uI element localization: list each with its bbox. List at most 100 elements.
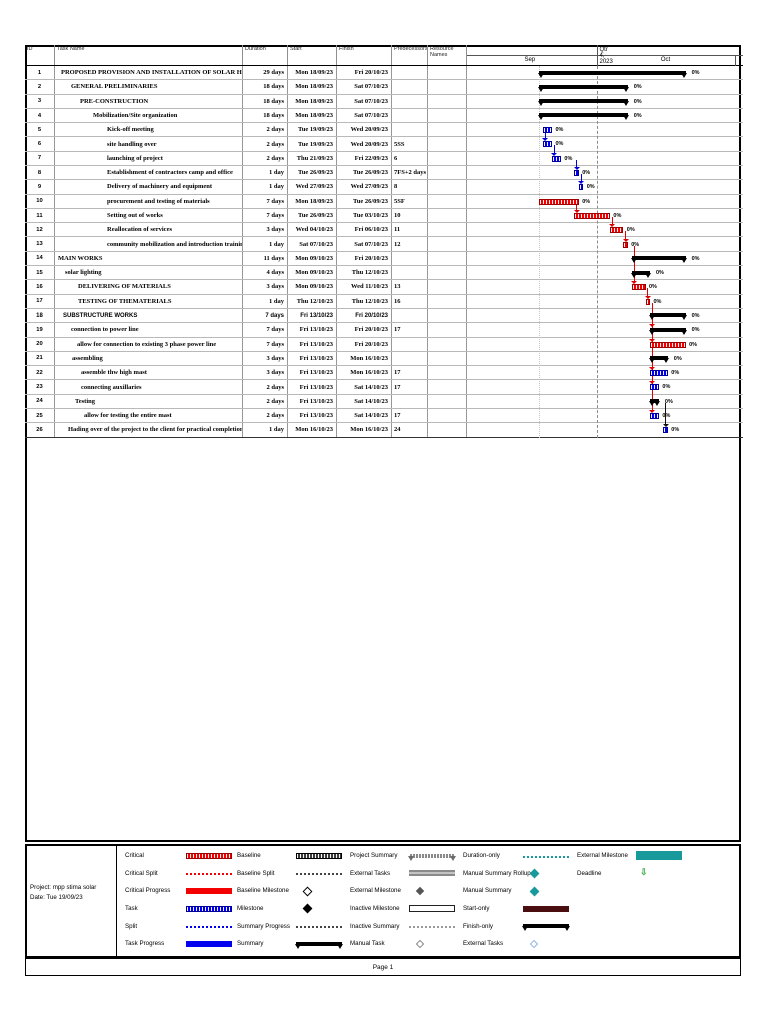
task-start-cell: Mon 09/10/23 <box>288 266 337 280</box>
task-predecessors-cell <box>392 123 428 137</box>
task-resource-cell <box>428 180 467 194</box>
task-name-cell: DELIVERING OF MATERIALS <box>55 280 243 294</box>
task-name-cell: Delivery of machinery and equipment <box>55 180 243 194</box>
task-id-cell: 16 <box>25 280 55 294</box>
task-start-cell: Mon 09/10/23 <box>288 280 337 294</box>
task-start-cell: Mon 18/09/23 <box>288 66 337 80</box>
task-chart-cell <box>467 223 743 236</box>
task-finish-cell: Fri 20/10/23 <box>337 66 392 80</box>
table-row: 19 connection to power line 7 days Fri 13/1… <box>25 323 743 338</box>
task-chart-cell <box>467 295 743 308</box>
task-start-cell: Wed 27/09/23 <box>288 180 337 194</box>
timeline-tick-nov <box>734 55 736 66</box>
task-id-cell: 18 <box>25 308 55 323</box>
task-start-cell: Fri 13/10/23 <box>288 380 337 394</box>
legend-swatch-solid-blue <box>186 940 232 947</box>
task-predecessors-cell: 7FS+2 days <box>392 166 428 180</box>
legend-label: Duration-only <box>463 852 500 860</box>
task-id-cell: 14 <box>25 251 55 266</box>
task-start-cell: Mon 18/09/23 <box>288 194 337 208</box>
table-chart-frame <box>25 45 741 842</box>
task-chart-cell <box>467 366 743 379</box>
task-start-cell: Fri 13/10/23 <box>288 337 337 351</box>
task-name-cell: connecting auxillaries <box>55 380 243 394</box>
header-divider-line <box>25 65 743 66</box>
task-resource-cell <box>428 266 467 280</box>
summary-cap <box>564 926 570 932</box>
column-header-duration: Duration <box>243 45 288 66</box>
task-predecessors-cell: 17 <box>392 323 428 337</box>
task-name-cell: assembling <box>55 351 243 366</box>
task-resource-cell <box>428 408 467 423</box>
task-id-cell: 25 <box>25 408 55 423</box>
task-finish-cell: Sat 07/10/23 <box>337 108 392 123</box>
legend-label: Task <box>125 905 138 912</box>
task-duration-cell: 2 days <box>243 123 288 137</box>
task-id-cell: 26 <box>25 423 55 437</box>
task-resource-cell <box>428 294 467 308</box>
task-chart-cell <box>467 166 743 179</box>
legend-label: External Tasks <box>350 869 391 877</box>
task-name-cell: launching of project <box>55 151 243 166</box>
table-bottom-line <box>25 437 743 438</box>
table-row: 17 TESTING OF THEMATERIALS 1 day Thu 12/10/… <box>25 294 743 309</box>
task-id-cell: 20 <box>25 337 55 351</box>
task-resource-cell <box>428 280 467 294</box>
task-chart-cell <box>467 338 743 351</box>
task-duration-cell: 2 days <box>243 137 288 151</box>
task-finish-cell: Sat 14/10/23 <box>337 394 392 408</box>
task-duration-cell: 1 day <box>243 294 288 308</box>
task-resource-cell <box>428 337 467 351</box>
task-start-cell: Mon 18/09/23 <box>288 108 337 123</box>
task-finish-cell: Wed 11/10/23 <box>337 280 392 294</box>
legend-box <box>25 844 741 958</box>
task-chart-cell <box>467 95 743 108</box>
task-id-cell: 2 <box>25 80 55 94</box>
task-finish-cell: Thu 12/10/23 <box>337 294 392 308</box>
task-chart-cell <box>467 123 743 136</box>
task-name-cell: SUBSTRUCTURE WORKS <box>55 308 243 323</box>
table-row: 24 Testing 2 days Fri 13/10/23 Sat 14/10/23 <box>25 394 743 409</box>
task-predecessors-cell <box>392 394 428 408</box>
task-finish-cell: Tue 26/09/23 <box>337 194 392 208</box>
task-finish-cell: Fri 22/09/23 <box>337 151 392 166</box>
table-row: 23 connecting auxillaries 2 days Fri 13/10/… <box>25 380 743 395</box>
task-start-cell: Fri 13/10/23 <box>288 408 337 423</box>
project-name-label: Project: mpp stima solar <box>30 884 97 891</box>
legend-label: Inactive Summary <box>350 922 400 930</box>
task-predecessors-cell: 16 <box>392 294 428 308</box>
task-duration-cell: 2 days <box>243 380 288 394</box>
task-resource-cell <box>428 394 467 408</box>
task-duration-cell: 11 days <box>243 251 288 266</box>
task-id-cell: 23 <box>25 380 55 394</box>
task-duration-cell: 7 days <box>243 194 288 208</box>
task-predecessors-cell: 10 <box>392 208 428 223</box>
task-predecessors-cell <box>392 94 428 108</box>
task-chart-cell <box>467 309 743 322</box>
table-row: 25 allow for testing the entire mast 2 day… <box>25 408 743 424</box>
task-finish-cell: Mon 16/10/23 <box>337 351 392 366</box>
legend-swatch-rect-open <box>409 905 455 913</box>
task-chart-cell <box>467 109 743 122</box>
table-row: 18 SUBSTRUCTURE WORKS 7 days Fri 13/10/23 Fr… <box>25 308 743 324</box>
task-resource-cell <box>428 94 467 108</box>
table-row: 4 Mobilization/Site organization 18 days Mo… <box>25 108 743 124</box>
table-row: 11 Setting out of works 7 days Tue 26/09/23… <box>25 208 743 224</box>
legend-label: External Tasks <box>463 940 504 948</box>
task-start-cell: Thu 21/09/23 <box>288 151 337 166</box>
task-finish-cell: Fri 20/10/23 <box>337 337 392 351</box>
task-chart-cell <box>467 66 743 79</box>
legend-swatch-dot-red <box>186 873 232 876</box>
task-predecessors-cell: 11 <box>392 223 428 237</box>
task-chart-cell <box>467 395 743 408</box>
task-finish-cell: Sat 07/10/23 <box>337 80 392 94</box>
legend-label: Baseline <box>237 852 261 860</box>
task-chart-cell <box>467 323 743 336</box>
task-chart-cell <box>467 252 743 265</box>
page-number-label: Page 1 <box>372 963 394 971</box>
task-duration-cell: 18 days <box>243 108 288 123</box>
task-name-cell: allow for testing the entire mast <box>55 408 243 423</box>
task-id-cell: 24 <box>25 394 55 408</box>
task-name-cell: procurement and testing of materials <box>55 194 243 208</box>
task-id-cell: 10 <box>25 194 55 208</box>
